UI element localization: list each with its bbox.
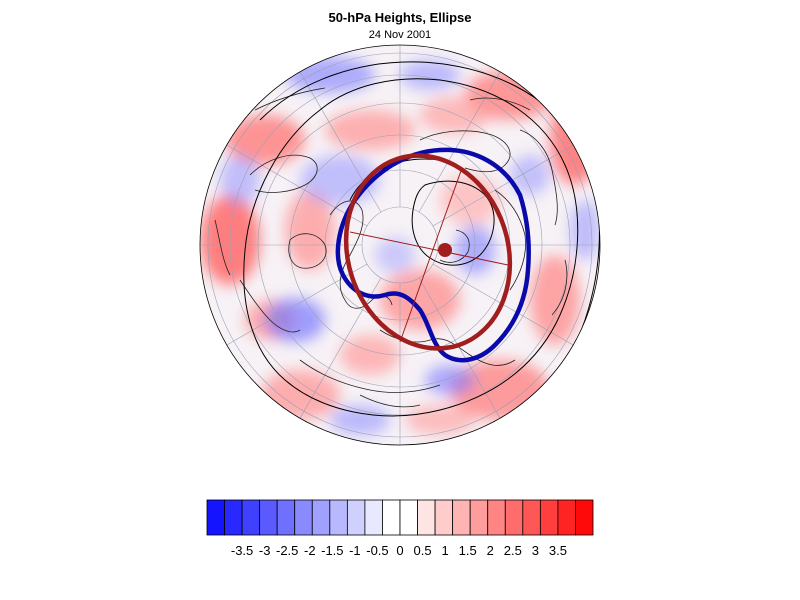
meridian-line	[299, 71, 382, 213]
colorbar-tick-label: 3	[532, 543, 539, 558]
polar-map	[199, 44, 601, 446]
colorbar-swatch	[259, 499, 278, 536]
colorbar-tick-label: -2.5	[276, 543, 298, 558]
colorbar-tick-label: -3	[259, 543, 271, 558]
meridian-line	[432, 144, 574, 227]
colorbar-swatch	[504, 499, 524, 536]
colorbar-swatch	[434, 499, 454, 536]
colorbar-swatch	[575, 499, 594, 536]
colorbar-swatch	[469, 499, 489, 536]
colorbar-swatch	[417, 499, 436, 536]
meridian-line	[299, 277, 382, 419]
colorbar-swatch	[557, 499, 576, 536]
colorbar-tick-label: 3.5	[549, 543, 567, 558]
anomaly-field	[200, 45, 600, 445]
colorbar-tick-label: -0.5	[366, 543, 388, 558]
meridian-line	[226, 144, 368, 227]
colorbar-swatch	[487, 499, 506, 536]
chart-subtitle: 24 Nov 2001	[368, 29, 432, 41]
chart-title: 50-hPa Heights, Ellipse	[328, 10, 472, 25]
globe-outline	[199, 44, 601, 446]
colorbar-tick-label: -1.5	[321, 543, 343, 558]
colorbar-tick-label: -1	[349, 543, 361, 558]
colorbar-swatch	[294, 499, 313, 536]
colorbar-swatch	[539, 499, 559, 536]
colorbar-swatch	[276, 499, 296, 536]
colorbar-swatch	[206, 499, 225, 536]
colorbar-tick-label: 2	[487, 543, 494, 558]
colorbar-tick-label: 0.5	[414, 543, 432, 558]
colorbar-swatch	[329, 499, 348, 536]
colorbar-swatch	[224, 499, 243, 536]
graticule	[200, 45, 600, 445]
ellipse-axes	[349, 167, 509, 343]
colorbar-tick-label: -3.5	[231, 543, 253, 558]
meridian-line	[418, 71, 501, 213]
ellipse-center	[438, 243, 452, 257]
colorbar-swatch	[522, 499, 541, 536]
colorbar-swatch	[364, 499, 383, 536]
colorbar-tick-label: 2.5	[504, 543, 522, 558]
colorbar-tick-label: 1	[441, 543, 448, 558]
colorbar-swatch	[399, 499, 418, 536]
colorbar-tick-label: 1.5	[459, 543, 477, 558]
colorbar-tick-label: -2	[304, 543, 316, 558]
colorbar-tick-label: 0	[396, 543, 403, 558]
colorbar: -3.5 -3 -2.5 -2 -1.5 -1 -0.5 0 0.5 1 1.5 2 2.5 3 3.5	[206, 499, 594, 558]
colorbar-swatch	[452, 499, 471, 536]
colorbar-swatch	[311, 499, 331, 536]
fitted-ellipse	[343, 153, 513, 351]
colorbar-swatch	[241, 499, 261, 536]
colorbar-swatch	[382, 499, 401, 536]
colorbar-swatch	[346, 499, 366, 536]
